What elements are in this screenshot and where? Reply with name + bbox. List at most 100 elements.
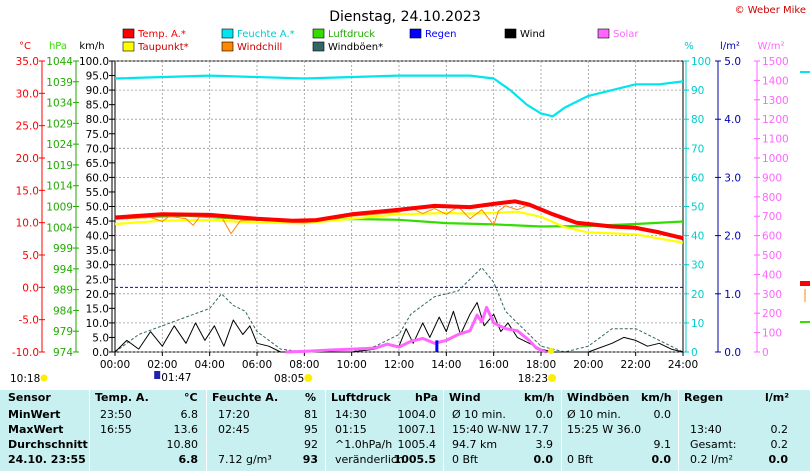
x-tick-label: 14:00 [431, 359, 461, 371]
legend-swatch [221, 28, 234, 39]
wind-axis-tick-label: 15.0 [86, 303, 109, 315]
gust-value: 0.0 [651, 453, 672, 466]
wind-axis-tick-label: 50.0 [86, 202, 109, 214]
temp-value: 6.8 [180, 408, 199, 421]
pressure-axis-tick-label: 1044 [46, 56, 73, 68]
humidity-axis-tick-label: 50 [691, 202, 704, 214]
humidity-value: 81 [304, 408, 318, 421]
wind-info: 15:40 W-NW 17.7 [452, 423, 549, 436]
chart-grid [114, 60, 684, 353]
humidity-axis-tick-label: 0 [691, 347, 698, 359]
header-rain-unit: l/m² [765, 391, 790, 404]
pressure-axis-tick-label: 979 [53, 326, 73, 338]
sunset-icon [548, 374, 557, 382]
wind-axis-tick-label: 90.0 [86, 85, 109, 97]
gust-info: 0 Bft [567, 453, 594, 466]
humidity-value: 92 [304, 438, 318, 451]
wind-axis-tick-label: 75.0 [86, 129, 109, 141]
credit-text: © Weber Mike [735, 5, 806, 16]
wind-info: 94.7 km [452, 438, 498, 451]
x-tick-label: 10:00 [337, 359, 367, 371]
legend-swatch [504, 28, 517, 39]
solar-axis-tick-label: 1300 [762, 95, 789, 107]
pressure-time: ^1.0hPa/h [335, 438, 393, 451]
wind-unit: km/h [79, 41, 104, 52]
wind-axis-tick-label: 85.0 [86, 100, 109, 112]
humidity-axis-tick-label: 90 [691, 85, 704, 97]
row-label: 24.10. 23:55 [8, 453, 86, 466]
rain-axis-tick-label: 3.0 [724, 172, 741, 184]
legend-label: Feuchte A.* [237, 29, 295, 40]
temp-unit: °C [19, 41, 31, 52]
humidity-axis-tick-label: 40 [691, 231, 704, 243]
wind-axis-tick-label: 80.0 [86, 114, 109, 126]
rain-axis-tick-label: 1.0 [724, 289, 741, 301]
series-line-solar [285, 305, 547, 354]
pressure-axis-tick-label: 1039 [46, 77, 73, 89]
header-humidity: Feuchte A. [212, 391, 279, 404]
row-label: MinWert [8, 408, 61, 421]
series-line-feuchte-a [114, 74, 684, 118]
legend-swatch [122, 41, 135, 52]
solar-axis-tick-label: 1200 [762, 114, 789, 126]
pressure-axis-tick-label: 1014 [46, 181, 73, 193]
header-humidity-unit: % [305, 391, 317, 404]
humidity-value: 95 [304, 423, 318, 436]
rain-axis-tick-label: 2.0 [724, 231, 741, 243]
gust-value: 9.1 [653, 438, 672, 451]
rain-value: 0.2 [770, 423, 789, 436]
humidity-axis-tick-label: 70 [691, 143, 704, 155]
rain-time: 0.2 l/m² [690, 453, 733, 466]
solar-axis-tick-label: 1100 [762, 134, 789, 146]
legend-label: Temp. A.* [137, 29, 186, 40]
x-tick-label: 18:00 [526, 359, 556, 371]
pressure-axis-tick-label: 1034 [46, 98, 73, 110]
temp-axis-tick-label: -5.0 [19, 315, 40, 327]
legend-label: Taupunkt* [137, 42, 189, 53]
header-pressure-unit: hPa [415, 391, 439, 404]
legend-swatch [312, 28, 325, 39]
rain-time: Gesamt: [690, 438, 737, 451]
wind-axis-tick-label: 25.0 [86, 274, 109, 286]
series-line-temp-a [114, 199, 684, 241]
solar-axis-tick-label: 500 [762, 250, 782, 262]
humidity-axis-tick-label: 30 [691, 260, 704, 272]
wind-value: 3.9 [535, 438, 554, 451]
wind-axis-tick-label: 35.0 [86, 245, 109, 257]
humidity-axis-tick-label: 100 [691, 56, 711, 68]
solar-axis-tick-label: 1000 [762, 153, 789, 165]
wind-axis-tick-label: 30.0 [86, 260, 109, 272]
header-sensor: Sensor [8, 391, 51, 404]
legend-label: Wind [520, 29, 545, 40]
wind-axis-tick-label: 70.0 [86, 143, 109, 155]
rain-bar [435, 340, 439, 352]
humidity-time: 17:20 [218, 408, 250, 421]
sunrise-time: 08:05 [274, 373, 304, 385]
x-tick-label: 12:00 [384, 359, 414, 371]
gust-value: 0.0 [653, 408, 672, 421]
header-temp-unit: °C [184, 391, 198, 404]
wind-axis-tick-label: 60.0 [86, 172, 109, 184]
legend: Temp. A.* Feuchte A.* Luftdruck Regen Wind So… [122, 28, 639, 53]
statistics-table: Sensor Temp. A. °C Feuchte A. % Luftdruc… [0, 390, 810, 471]
solar-axis-tick-label: 100 [762, 328, 782, 340]
pressure-time: 14:30 [335, 408, 367, 421]
legend-swatch [409, 28, 422, 39]
solar-axis-tick-label: 300 [762, 289, 782, 301]
moonset-icon [154, 371, 161, 379]
series-line-windb-en [114, 267, 684, 353]
x-tick-label: 04:00 [195, 359, 225, 371]
pressure-axis-tick-label: 1004 [46, 222, 73, 234]
solar-axis-tick-label: 400 [762, 269, 782, 281]
x-tick-label: 08:00 [289, 359, 319, 371]
pressure-axis-tick-label: 1029 [46, 118, 73, 130]
humidity-axis-tick-label: 10 [691, 318, 704, 330]
wind-axis-tick-label: 55.0 [86, 187, 109, 199]
header-rain: Regen [684, 391, 724, 404]
wind-axis-tick-label: 40.0 [86, 231, 109, 243]
row-label: MaxWert [8, 423, 64, 436]
wind-info: Ø 10 min. [452, 408, 506, 421]
humidity-axis-tick-label: 60 [691, 172, 704, 184]
wind-axis-tick-label: 45.0 [86, 216, 109, 228]
temp-time: 23:50 [100, 408, 132, 421]
